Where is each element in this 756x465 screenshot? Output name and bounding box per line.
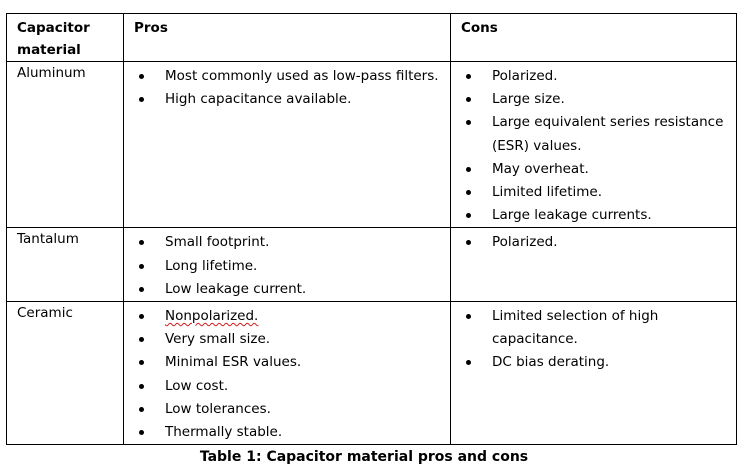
cons-cell: Limited selection of high capacitance. D… — [450, 301, 737, 446]
spellcheck-underlined-text: Nonpolarized. — [165, 308, 259, 325]
list-item: High capacitance available. — [130, 88, 444, 111]
material-cell: Tantalum — [6, 227, 124, 303]
list-item: Large size. — [457, 88, 730, 111]
header-material: Capacitor material — [6, 13, 124, 62]
list-item: Very small size. — [130, 328, 444, 351]
material-cell: Ceramic — [6, 301, 124, 446]
material-cell: Aluminum — [6, 60, 124, 229]
pros-list: Most commonly used as low-pass filters. … — [124, 62, 450, 111]
table-row-tantalum: Tantalum Small footprint. Long lifetime.… — [6, 227, 737, 303]
table-caption: Table 1: Capacitor material pros and con… — [199, 449, 529, 465]
cons-cell: Polarized. — [450, 227, 737, 303]
list-item: Polarized. — [457, 65, 730, 88]
list-item: Low leakage current. — [130, 278, 444, 301]
list-item: Limited lifetime. — [457, 181, 730, 204]
list-item: Low tolerances. — [130, 398, 444, 421]
list-item: Large leakage currents. — [457, 204, 730, 227]
header-row: Capacitor material Pros Cons — [6, 13, 737, 62]
list-item: Low cost. — [130, 375, 444, 398]
document-body: Capacitor material Pros Cons Aluminum Mo… — [6, 13, 737, 465]
list-item: Polarized. — [457, 231, 730, 254]
capacitor-table: Capacitor material Pros Cons Aluminum Mo… — [6, 13, 737, 446]
pros-cell: Most commonly used as low-pass filters. … — [123, 60, 451, 229]
list-item: May overheat. — [457, 158, 730, 181]
list-item: Minimal ESR values. — [130, 351, 444, 374]
list-item: Small footprint. — [130, 231, 444, 254]
cons-cell: Polarized. Large size. Large equivalent … — [450, 60, 737, 229]
header-pros: Pros — [123, 13, 451, 62]
pros-cell: Nonpolarized. Very small size. Minimal E… — [123, 301, 451, 446]
list-item: Large equivalent series resistance (ESR)… — [457, 111, 730, 157]
list-item: DC bias derating. — [457, 351, 730, 374]
pros-cell: Small footprint. Long lifetime. Low leak… — [123, 227, 451, 303]
list-item: Limited selection of high capacitance. — [457, 305, 730, 351]
table-row-aluminum: Aluminum Most commonly used as low-pass … — [6, 60, 737, 229]
list-item: Nonpolarized. — [130, 305, 444, 328]
list-item: Long lifetime. — [130, 255, 444, 278]
list-item: Thermally stable. — [130, 421, 444, 444]
pros-list: Small footprint. Long lifetime. Low leak… — [124, 228, 450, 301]
cons-list: Polarized. — [451, 228, 736, 254]
table-row-ceramic: Ceramic Nonpolarized. Very small size. M… — [6, 301, 737, 446]
cons-list: Limited selection of high capacitance. D… — [451, 302, 736, 375]
cons-list: Polarized. Large size. Large equivalent … — [451, 62, 736, 227]
list-item: Most commonly used as low-pass filters. — [130, 65, 444, 88]
header-cons: Cons — [450, 13, 737, 62]
pros-list: Nonpolarized. Very small size. Minimal E… — [124, 302, 450, 444]
